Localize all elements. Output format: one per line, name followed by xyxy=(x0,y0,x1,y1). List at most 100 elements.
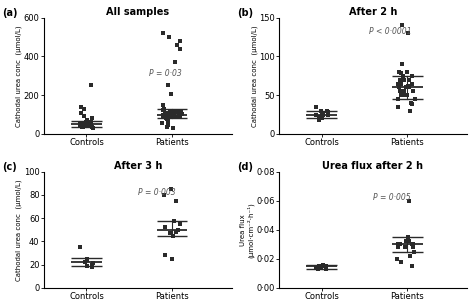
Point xyxy=(161,225,169,230)
Point xyxy=(163,116,171,120)
Point xyxy=(169,126,177,131)
Title: All samples: All samples xyxy=(106,7,169,17)
Point xyxy=(82,120,90,125)
Point xyxy=(166,109,173,114)
Point xyxy=(87,83,95,88)
Text: P = 0·03: P = 0·03 xyxy=(149,69,182,78)
Point xyxy=(324,113,332,118)
Point xyxy=(86,122,94,127)
Point xyxy=(170,111,178,116)
Point xyxy=(174,227,182,232)
Point xyxy=(89,262,96,267)
Point xyxy=(403,85,410,90)
Point xyxy=(80,114,88,119)
Point xyxy=(319,112,327,117)
Point xyxy=(409,242,416,247)
Point xyxy=(176,221,183,226)
Point xyxy=(170,218,177,223)
Point xyxy=(160,192,168,197)
Point xyxy=(165,34,173,39)
Point xyxy=(166,109,174,114)
Point xyxy=(77,110,85,115)
Title: After 2 h: After 2 h xyxy=(349,7,397,17)
Point xyxy=(397,259,404,264)
Point xyxy=(401,89,408,94)
Point xyxy=(171,114,178,119)
Point xyxy=(171,60,179,65)
Point xyxy=(318,111,325,116)
Point xyxy=(170,114,178,119)
Point xyxy=(173,43,181,47)
Point xyxy=(408,81,416,86)
Point xyxy=(88,116,96,121)
Point xyxy=(406,198,413,203)
Point xyxy=(316,114,323,119)
Point xyxy=(164,115,172,120)
Point xyxy=(323,108,330,113)
Point xyxy=(319,111,327,116)
Point xyxy=(318,116,326,121)
Point xyxy=(87,123,94,128)
Point xyxy=(164,115,172,120)
Point xyxy=(79,124,86,129)
Point xyxy=(77,104,85,109)
Point xyxy=(160,107,167,111)
Point xyxy=(395,70,403,75)
Point xyxy=(80,106,88,111)
Point xyxy=(83,123,91,128)
Point xyxy=(167,231,174,236)
Point xyxy=(83,121,91,126)
Point xyxy=(409,73,416,78)
Point xyxy=(164,112,172,117)
Point xyxy=(82,121,89,126)
Point xyxy=(398,23,406,28)
Point xyxy=(401,245,409,250)
Point xyxy=(314,266,321,271)
Point xyxy=(83,263,91,268)
Point xyxy=(163,125,171,130)
Point xyxy=(398,62,405,67)
Point xyxy=(406,108,414,113)
Point xyxy=(170,114,178,119)
Point xyxy=(405,239,413,244)
Point xyxy=(324,110,332,115)
Point xyxy=(159,107,166,112)
Point xyxy=(162,116,170,120)
Point xyxy=(319,262,327,267)
Point xyxy=(79,125,86,130)
Point xyxy=(167,112,175,117)
Point xyxy=(410,249,418,254)
Text: P < 0·0001: P < 0·0001 xyxy=(369,27,412,36)
Point xyxy=(159,31,166,36)
Point xyxy=(319,264,327,269)
Point xyxy=(322,266,329,271)
Point xyxy=(82,120,90,125)
Point xyxy=(405,85,413,90)
Point xyxy=(397,242,404,247)
Point xyxy=(161,114,169,119)
Point xyxy=(411,97,419,102)
Point xyxy=(169,111,176,116)
Point xyxy=(159,103,166,108)
Text: (d): (d) xyxy=(237,162,254,172)
Point xyxy=(317,265,325,270)
Point xyxy=(403,93,410,98)
Point xyxy=(173,230,180,235)
Point xyxy=(163,117,171,122)
Point xyxy=(409,245,417,250)
Point xyxy=(160,114,167,119)
Point xyxy=(161,253,169,258)
Point xyxy=(176,38,183,43)
Point xyxy=(76,245,83,250)
Point xyxy=(164,119,172,124)
Point xyxy=(83,257,91,262)
Point xyxy=(84,124,92,129)
Point xyxy=(315,264,323,269)
Title: Urea flux after 2 h: Urea flux after 2 h xyxy=(322,161,423,171)
Point xyxy=(84,121,91,126)
Point xyxy=(168,256,176,261)
Point xyxy=(83,256,91,261)
Point xyxy=(81,260,89,265)
Point xyxy=(86,121,94,126)
Point xyxy=(396,89,404,94)
